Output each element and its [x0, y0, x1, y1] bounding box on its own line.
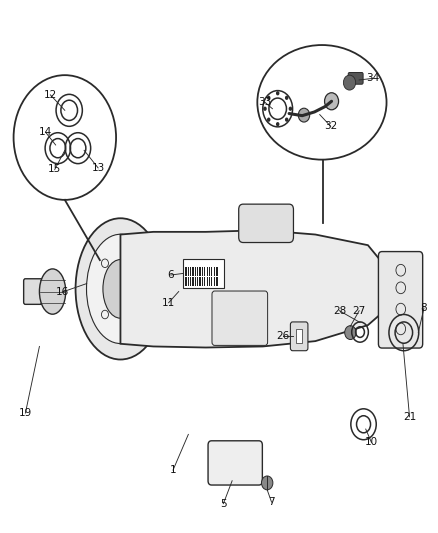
FancyBboxPatch shape — [348, 72, 363, 84]
Text: 28: 28 — [333, 306, 346, 316]
Ellipse shape — [103, 260, 138, 318]
Text: 6: 6 — [167, 270, 174, 280]
Bar — [195, 277, 196, 286]
Bar — [197, 267, 198, 276]
Text: 7: 7 — [268, 497, 275, 507]
Text: 33: 33 — [258, 98, 272, 107]
Circle shape — [261, 476, 273, 490]
Circle shape — [285, 95, 289, 100]
Bar — [199, 267, 201, 276]
Polygon shape — [120, 230, 383, 348]
Bar — [216, 277, 218, 286]
Ellipse shape — [39, 269, 66, 314]
Text: 32: 32 — [324, 122, 337, 131]
Text: 15: 15 — [48, 165, 61, 174]
Circle shape — [345, 326, 356, 340]
Bar — [207, 267, 208, 276]
Bar — [296, 329, 302, 343]
Circle shape — [263, 107, 267, 111]
Circle shape — [267, 118, 270, 122]
Text: 34: 34 — [367, 74, 380, 83]
Circle shape — [276, 91, 279, 95]
Text: 27: 27 — [353, 306, 366, 316]
Bar — [187, 277, 189, 286]
Bar — [204, 267, 205, 276]
Text: 8: 8 — [420, 303, 427, 313]
Ellipse shape — [258, 45, 386, 160]
Bar — [209, 267, 210, 276]
Bar — [211, 267, 212, 276]
Bar — [214, 267, 215, 276]
Bar — [204, 277, 205, 286]
Circle shape — [343, 75, 356, 90]
Text: 16: 16 — [56, 287, 69, 297]
Circle shape — [298, 108, 310, 122]
Text: 12: 12 — [44, 90, 57, 100]
Circle shape — [289, 107, 292, 111]
Bar — [190, 277, 191, 286]
Bar — [192, 277, 194, 286]
Bar — [216, 267, 218, 276]
Text: 21: 21 — [403, 412, 416, 422]
Circle shape — [14, 75, 116, 200]
FancyBboxPatch shape — [212, 291, 268, 345]
Bar — [195, 267, 196, 276]
FancyBboxPatch shape — [239, 204, 293, 243]
Text: 10: 10 — [365, 438, 378, 447]
Text: 11: 11 — [162, 298, 175, 308]
Bar — [187, 267, 189, 276]
Circle shape — [267, 95, 270, 100]
Text: 1: 1 — [170, 465, 177, 475]
Circle shape — [325, 93, 339, 110]
FancyBboxPatch shape — [378, 252, 423, 348]
Text: 19: 19 — [19, 408, 32, 418]
Bar — [192, 267, 194, 276]
FancyBboxPatch shape — [208, 441, 262, 485]
Bar — [190, 267, 191, 276]
FancyBboxPatch shape — [24, 279, 55, 304]
Circle shape — [276, 122, 279, 126]
Bar — [202, 267, 203, 276]
Text: 5: 5 — [220, 499, 227, 508]
Bar — [183, 259, 224, 288]
Bar — [197, 277, 198, 286]
Bar — [214, 277, 215, 286]
Bar — [207, 277, 208, 286]
Ellipse shape — [76, 219, 166, 359]
Bar — [209, 277, 210, 286]
Text: 14: 14 — [39, 127, 52, 137]
Bar — [199, 277, 201, 286]
Text: 26: 26 — [276, 331, 289, 341]
Bar — [185, 267, 187, 276]
Ellipse shape — [86, 235, 154, 343]
Circle shape — [285, 118, 289, 122]
Text: 13: 13 — [92, 163, 105, 173]
Bar — [202, 277, 203, 286]
Bar — [211, 277, 212, 286]
FancyBboxPatch shape — [290, 322, 308, 351]
Bar — [185, 277, 187, 286]
